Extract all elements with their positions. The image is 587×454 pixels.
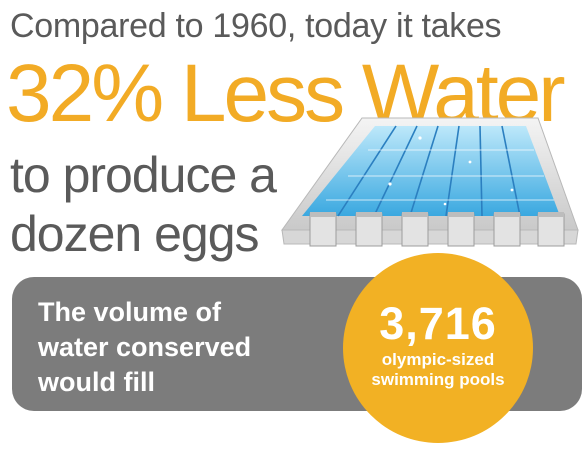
- swimming-pool-illustration: [281, 117, 579, 247]
- body-line-2: dozen eggs: [10, 206, 260, 262]
- banner-line-1: The volume of: [38, 297, 222, 327]
- banner-line-2: water conserved: [38, 332, 252, 362]
- banner-text: The volume of water conserved would fill: [38, 295, 251, 400]
- intro-text: Compared to 1960, today it takes: [10, 7, 502, 45]
- pool-water: [302, 126, 560, 216]
- callout-line-1: olympic-sized: [381, 350, 495, 369]
- banner-line-3: would fill: [38, 367, 155, 397]
- callout-line-2: swimming pools: [371, 370, 505, 389]
- body-line-1: to produce a: [10, 147, 277, 203]
- callout-circle: [343, 253, 533, 443]
- callout-number: 3,716: [379, 298, 497, 349]
